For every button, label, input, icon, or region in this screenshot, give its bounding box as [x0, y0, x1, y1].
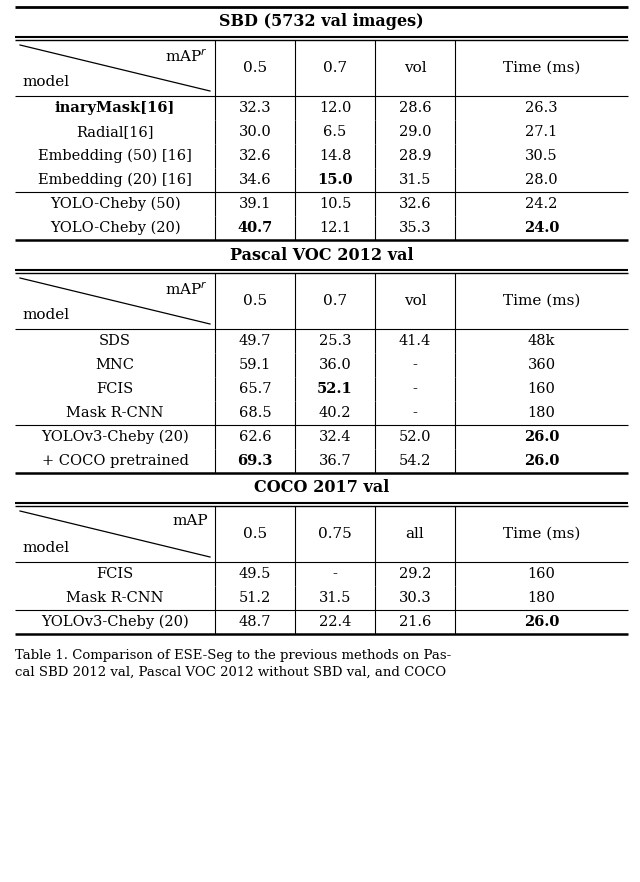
Text: 30.0: 30.0	[239, 125, 271, 139]
Text: 31.5: 31.5	[399, 173, 431, 187]
Text: 25.3: 25.3	[319, 334, 351, 348]
Text: Mask R-CNN: Mask R-CNN	[67, 591, 164, 605]
Text: 6.5: 6.5	[323, 125, 347, 139]
Text: + COCO pretrained: + COCO pretrained	[42, 454, 188, 468]
Text: 10.5: 10.5	[319, 197, 351, 211]
Text: 180: 180	[527, 406, 556, 420]
Text: 21.6: 21.6	[399, 615, 431, 629]
Text: mAP$^r$: mAP$^r$	[165, 281, 208, 298]
Text: 32.4: 32.4	[319, 430, 351, 444]
Text: 29.0: 29.0	[399, 125, 431, 139]
Text: 12.0: 12.0	[319, 101, 351, 115]
Text: 49.7: 49.7	[239, 334, 271, 348]
Text: 62.6: 62.6	[239, 430, 271, 444]
Text: model: model	[22, 541, 69, 555]
Text: inaryMask[16]: inaryMask[16]	[55, 101, 175, 115]
Text: model: model	[22, 75, 69, 89]
Text: 26.0: 26.0	[524, 430, 559, 444]
Text: Embedding (50) [16]: Embedding (50) [16]	[38, 149, 192, 163]
Text: COCO 2017 val: COCO 2017 val	[254, 480, 389, 497]
Text: 15.0: 15.0	[317, 173, 353, 187]
Text: 32.6: 32.6	[399, 197, 431, 211]
Text: 65.7: 65.7	[239, 382, 271, 396]
Text: 14.8: 14.8	[319, 149, 351, 163]
Text: 52.0: 52.0	[399, 430, 431, 444]
Text: YOLO-Cheby (20): YOLO-Cheby (20)	[50, 220, 180, 235]
Text: 28.6: 28.6	[399, 101, 431, 115]
Text: 30.5: 30.5	[525, 149, 558, 163]
Text: -: -	[413, 406, 417, 420]
Text: 41.4: 41.4	[399, 334, 431, 348]
Text: Pascal VOC 2012 val: Pascal VOC 2012 val	[230, 246, 413, 264]
Text: 31.5: 31.5	[319, 591, 351, 605]
Text: 39.1: 39.1	[239, 197, 271, 211]
Text: 34.6: 34.6	[239, 173, 271, 187]
Text: Time (ms): Time (ms)	[503, 294, 580, 308]
Text: 27.1: 27.1	[525, 125, 557, 139]
Text: 28.0: 28.0	[525, 173, 558, 187]
Text: Time (ms): Time (ms)	[503, 61, 580, 75]
Text: 24.2: 24.2	[525, 197, 557, 211]
Text: 28.9: 28.9	[399, 149, 431, 163]
Text: 51.2: 51.2	[239, 591, 271, 605]
Text: 0.75: 0.75	[318, 527, 352, 541]
Text: FCIS: FCIS	[97, 567, 134, 581]
Text: -: -	[413, 382, 417, 396]
Text: Time (ms): Time (ms)	[503, 527, 580, 541]
Text: 26.0: 26.0	[524, 454, 559, 468]
Text: 69.3: 69.3	[237, 454, 273, 468]
Text: YOLOv3-Cheby (20): YOLOv3-Cheby (20)	[41, 430, 189, 445]
Text: 32.3: 32.3	[239, 101, 271, 115]
Text: Table 1. Comparison of ESE-Seg to the previous methods on Pas-: Table 1. Comparison of ESE-Seg to the pr…	[15, 649, 451, 662]
Text: 0.5: 0.5	[243, 61, 267, 75]
Text: 160: 160	[527, 567, 556, 581]
Text: Radial[16]: Radial[16]	[76, 125, 154, 139]
Text: 48k: 48k	[528, 334, 556, 348]
Text: 360: 360	[527, 358, 556, 372]
Text: 0.7: 0.7	[323, 61, 347, 75]
Text: 24.0: 24.0	[524, 221, 559, 235]
Text: 52.1: 52.1	[317, 382, 353, 396]
Text: 26.3: 26.3	[525, 101, 558, 115]
Text: 49.5: 49.5	[239, 567, 271, 581]
Text: vol: vol	[404, 294, 426, 308]
Text: 29.2: 29.2	[399, 567, 431, 581]
Text: -: -	[333, 567, 337, 581]
Text: -: -	[413, 358, 417, 372]
Text: MNC: MNC	[95, 358, 134, 372]
Text: 22.4: 22.4	[319, 615, 351, 629]
Text: 12.1: 12.1	[319, 221, 351, 235]
Text: Embedding (20) [16]: Embedding (20) [16]	[38, 173, 192, 187]
Text: 0.5: 0.5	[243, 527, 267, 541]
Text: 180: 180	[527, 591, 556, 605]
Text: Mask R-CNN: Mask R-CNN	[67, 406, 164, 420]
Text: 26.0: 26.0	[524, 615, 559, 629]
Text: 35.3: 35.3	[399, 221, 431, 235]
Text: 0.5: 0.5	[243, 294, 267, 308]
Text: SBD (5732 val images): SBD (5732 val images)	[219, 13, 424, 31]
Text: SDS: SDS	[99, 334, 131, 348]
Text: 32.6: 32.6	[239, 149, 271, 163]
Text: mAP$^r$: mAP$^r$	[165, 48, 208, 65]
Text: model: model	[22, 308, 69, 322]
Text: cal SBD 2012 val, Pascal VOC 2012 without SBD val, and COCO: cal SBD 2012 val, Pascal VOC 2012 withou…	[15, 666, 446, 679]
Text: all: all	[406, 527, 424, 541]
Text: FCIS: FCIS	[97, 382, 134, 396]
Text: 36.0: 36.0	[319, 358, 351, 372]
Text: 40.2: 40.2	[319, 406, 351, 420]
Text: 68.5: 68.5	[239, 406, 271, 420]
Text: 30.3: 30.3	[399, 591, 431, 605]
Text: YOLO-Cheby (50): YOLO-Cheby (50)	[50, 197, 180, 211]
Text: 36.7: 36.7	[319, 454, 351, 468]
Text: 59.1: 59.1	[239, 358, 271, 372]
Text: vol: vol	[404, 61, 426, 75]
Text: mAP: mAP	[172, 514, 208, 528]
Text: 40.7: 40.7	[237, 221, 273, 235]
Text: 0.7: 0.7	[323, 294, 347, 308]
Text: 48.7: 48.7	[239, 615, 271, 629]
Text: YOLOv3-Cheby (20): YOLOv3-Cheby (20)	[41, 615, 189, 629]
Text: 160: 160	[527, 382, 556, 396]
Text: 54.2: 54.2	[399, 454, 431, 468]
